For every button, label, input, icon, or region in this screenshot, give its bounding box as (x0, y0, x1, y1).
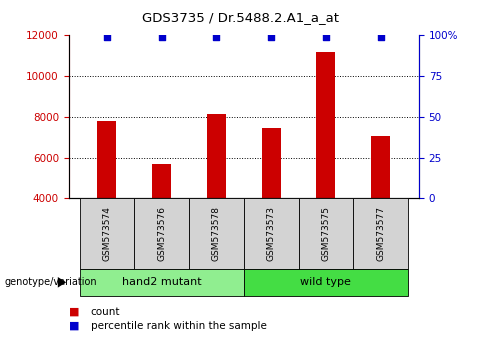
Text: GSM573576: GSM573576 (157, 206, 166, 261)
Point (322, 34, 330, 40)
Text: ■: ■ (69, 321, 79, 331)
Bar (79, 269, 244, 296)
Bar (298, 198, 353, 269)
Point (377, 34, 385, 40)
Text: GSM573573: GSM573573 (267, 206, 276, 261)
Bar (371, 136, 390, 198)
Bar (262, 128, 281, 198)
Bar (134, 198, 189, 269)
Text: GSM573574: GSM573574 (102, 206, 111, 261)
Bar (79, 198, 134, 269)
Text: GSM573575: GSM573575 (321, 206, 330, 261)
Bar (189, 198, 244, 269)
Text: percentile rank within the sample: percentile rank within the sample (91, 321, 267, 331)
Bar (207, 114, 226, 198)
Bar (353, 198, 408, 269)
Bar (98, 121, 117, 198)
Bar (244, 198, 298, 269)
Text: wild type: wild type (300, 277, 351, 287)
Polygon shape (58, 277, 66, 287)
Bar (244, 269, 408, 296)
Text: GSM573578: GSM573578 (212, 206, 221, 261)
Point (103, 34, 111, 40)
Point (158, 34, 166, 40)
Point (267, 34, 275, 40)
Point (213, 34, 220, 40)
Text: count: count (91, 307, 120, 316)
Text: GSM573577: GSM573577 (376, 206, 385, 261)
Text: genotype/variation: genotype/variation (5, 277, 98, 287)
Bar (152, 164, 171, 198)
Text: hand2 mutant: hand2 mutant (122, 277, 201, 287)
Text: ■: ■ (69, 307, 79, 316)
Text: GDS3735 / Dr.5488.2.A1_a_at: GDS3735 / Dr.5488.2.A1_a_at (142, 11, 339, 24)
Bar (317, 52, 336, 198)
